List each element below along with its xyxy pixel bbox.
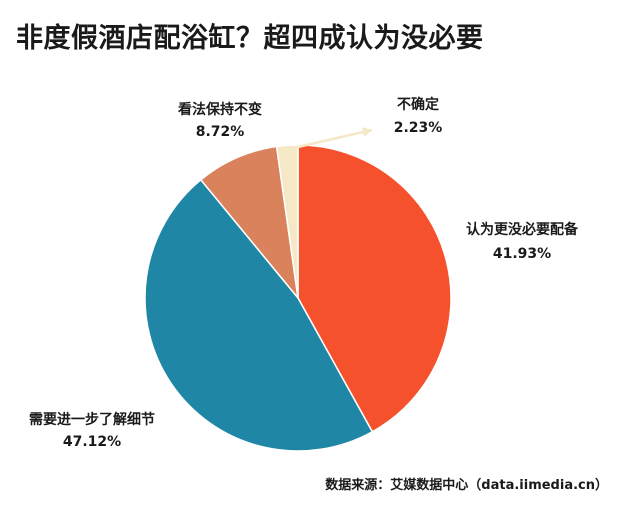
slice-value-label: 47.12% [63, 434, 121, 450]
slice-name-label: 认为更没必要配备 [466, 221, 579, 238]
slice-value-label: 2.23% [394, 120, 443, 136]
pie-slice [144, 178, 374, 452]
source-note: 数据来源：艾媒数据中心（data.iimedia.cn） [325, 478, 608, 493]
pie-slice [297, 144, 452, 433]
leader-arrowhead [362, 127, 372, 137]
slice-name-label: 看法保持不变 [177, 101, 262, 118]
chart-title: 非度假酒店配浴缸？超四成认为没必要 [16, 23, 484, 54]
leader-line [287, 128, 373, 151]
slice-name-label: 不确定 [397, 96, 439, 113]
pie-slice [275, 144, 299, 299]
slice-value-label: 41.93% [493, 246, 551, 262]
slice-name-label: 需要进一步了解细节 [29, 411, 155, 428]
slice-value-label: 8.72% [196, 124, 245, 140]
pie-slice [199, 145, 300, 301]
